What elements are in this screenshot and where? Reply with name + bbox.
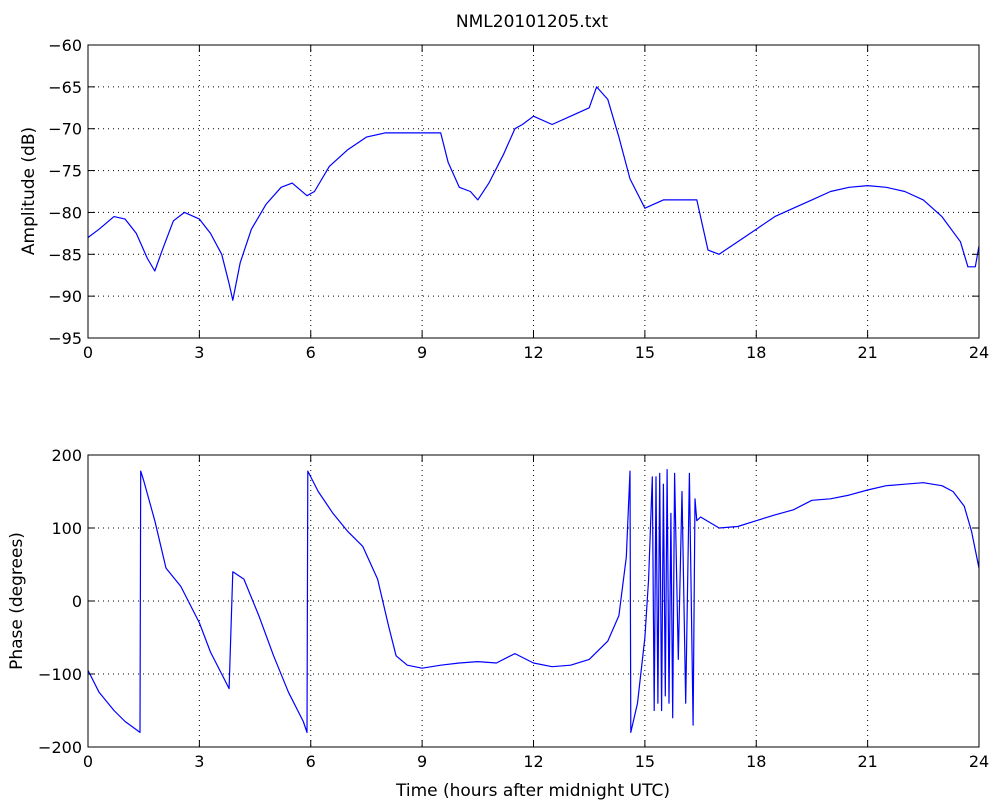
amplitude-y-tick-label: −80 (48, 203, 82, 222)
phase-y-tick-label: −200 (38, 738, 82, 757)
phase-x-tick-label: 9 (417, 752, 427, 771)
amplitude-y-tick-label: −60 (48, 36, 82, 55)
amplitude-y-tick-label: −75 (48, 162, 82, 181)
phase-series (87, 469, 980, 734)
phase-y-tick-label: 200 (51, 446, 82, 465)
amplitude-x-tick-label: 18 (746, 343, 766, 362)
phase-y-axis-label: Phase (degrees) (7, 532, 27, 670)
amplitude-x-tick-label: 21 (857, 343, 877, 362)
phase-x-tick-label: 15 (635, 752, 655, 771)
amplitude-y-axis-label: Amplitude (dB) (19, 127, 39, 255)
amplitude-gridlines (88, 45, 979, 338)
amplitude-x-tick-label: 24 (969, 343, 989, 362)
amplitude-ticks: 0 3 6 9 12 15 18 21 24 −95 −90 −85 −80 −75 −70 −65 −60 (48, 36, 989, 362)
phase-x-tick-label: 0 (83, 752, 93, 771)
phase-x-tick-label: 21 (857, 752, 877, 771)
phase-y-tick-label: 100 (51, 519, 82, 538)
amplitude-x-tick-label: 9 (417, 343, 427, 362)
phase-y-tick-label: 0 (72, 592, 82, 611)
figure-title: NML20101205.txt (456, 12, 609, 32)
amplitude-x-tick-label: 15 (635, 343, 655, 362)
phase-x-tick-label: 12 (523, 752, 543, 771)
amplitude-panel: 0 3 6 9 12 15 18 21 24 −95 −90 −85 −80 −75 −70 −65 −60 A… (19, 36, 989, 362)
amplitude-y-tick-label: −70 (48, 120, 82, 139)
amplitude-x-tick-label: 6 (306, 343, 316, 362)
amplitude-y-tick-label: −90 (48, 287, 82, 306)
phase-y-tick-label: −100 (38, 665, 82, 684)
phase-x-tick-label: 6 (306, 752, 316, 771)
amplitude-y-tick-label: −65 (48, 78, 82, 97)
phase-ticks: 0 3 6 9 12 15 18 21 24 −200 −100 0 100 200 (38, 446, 989, 771)
phase-x-tick-label: 18 (746, 752, 766, 771)
phase-x-axis-label: Time (hours after midnight UTC) (395, 781, 670, 801)
phase-x-tick-label: 3 (194, 752, 204, 771)
phase-panel: 0 3 6 9 12 15 18 21 24 −200 −100 0 100 200 Phase (deg… (7, 446, 989, 801)
amplitude-x-tick-label: 3 (194, 343, 204, 362)
amplitude-x-tick-label: 12 (523, 343, 543, 362)
amplitude-x-tick-label: 0 (83, 343, 93, 362)
amplitude-y-tick-label: −85 (48, 245, 82, 264)
phase-gridlines (88, 455, 979, 747)
phase-series-line (87, 469, 980, 734)
amplitude-y-tick-label: −95 (48, 329, 82, 348)
amplitude-series (87, 86, 980, 301)
phase-x-tick-label: 24 (969, 752, 989, 771)
amplitude-series-line (87, 86, 980, 301)
